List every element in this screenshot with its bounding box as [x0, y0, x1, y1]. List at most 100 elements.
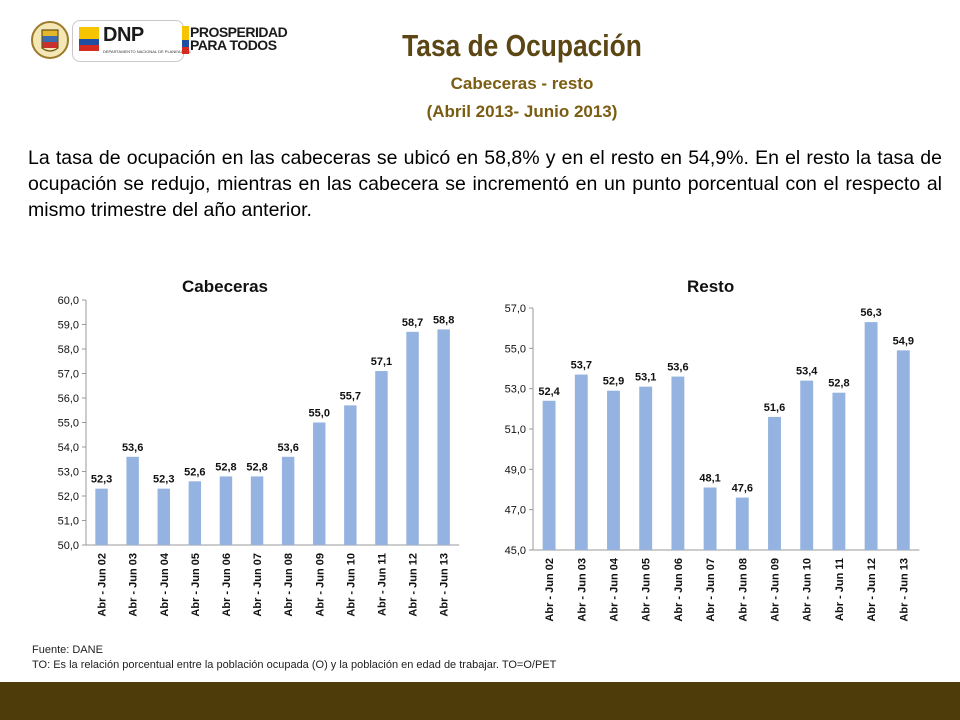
y-tick-label: 51,0 — [58, 516, 79, 528]
footer-notes: Fuente: DANE TO: Es la relación porcentu… — [32, 643, 556, 673]
chart-title-resto: Resto — [687, 277, 735, 296]
bar — [671, 376, 685, 550]
page-subtitle: Cabeceras - resto — [450, 74, 594, 93]
y-tick-label: 47,0 — [505, 505, 526, 517]
definition-note: TO: Es la relación porcentual entre la p… — [32, 659, 557, 671]
prosperidad-flag-icon — [182, 26, 189, 54]
y-tick-label: 50,0 — [58, 540, 79, 552]
x-tick-label: Abr - Jun 02 — [544, 558, 556, 622]
colombia-seal-icon — [31, 21, 69, 59]
chart-cabeceras: 50,0 51,0 52,0 53,0 54,0 55,0 56,0 57,0 58,0 59,0… — [58, 295, 460, 617]
bar — [574, 374, 588, 550]
bar — [406, 331, 419, 545]
dnp-logo-subtext: DEPARTAMENTO NACIONAL DE PLANEACIÓN — [103, 49, 191, 54]
data-label: 52,8 — [246, 461, 267, 473]
x-tick-label: Abr - Jun 07 — [252, 553, 264, 617]
x-tick-label: Abr - Jun 10 — [802, 558, 814, 622]
data-label: 53,1 — [635, 372, 656, 384]
bar — [437, 329, 450, 545]
y-tick-label: 57,0 — [505, 303, 526, 315]
data-label: 53,6 — [122, 442, 143, 454]
y-tick-label: 54,0 — [58, 442, 79, 454]
x-tick-label: Abr - Jun 13 — [439, 553, 451, 617]
data-label: 52,3 — [91, 474, 112, 486]
x-tick-label: Abr - Jun 03 — [128, 553, 140, 617]
x-tick-label: Abr - Jun 08 — [737, 558, 749, 622]
bar — [607, 390, 620, 550]
x-tick-label: Abr - Jun 12 — [408, 553, 420, 617]
bar — [281, 456, 295, 545]
data-label: 53,4 — [796, 366, 818, 378]
data-label: 54,9 — [893, 335, 914, 347]
page-title: Tasa de Ocupación — [402, 28, 642, 63]
x-tick-label: Abr - Jun 09 — [314, 553, 326, 617]
y-tick-label: 52,0 — [58, 491, 79, 503]
x-tick-label: Abr - Jun 02 — [97, 553, 109, 617]
prosperidad-line-1: PROSPERIDAD — [190, 24, 288, 40]
bar — [157, 488, 170, 545]
bar — [95, 488, 108, 545]
y-tick-label: 57,0 — [58, 369, 79, 381]
bar — [250, 476, 264, 545]
y-tick-label: 49,0 — [505, 464, 526, 476]
y-tick-label: 58,0 — [58, 344, 79, 356]
y-tick-label: 55,0 — [505, 343, 526, 355]
data-label: 52,8 — [215, 461, 236, 473]
bar — [344, 405, 357, 545]
page-period: (Abril 2013- Junio 2013) — [426, 102, 618, 121]
summary-paragraph: La tasa de ocupación en las cabeceras se… — [28, 147, 942, 221]
data-label: 53,6 — [277, 442, 298, 454]
data-label: 57,1 — [371, 356, 392, 368]
data-label: 52,8 — [828, 378, 849, 390]
x-tick-label: Abr - Jun 11 — [376, 553, 388, 616]
chart-title-cabeceras: Cabeceras — [182, 277, 269, 296]
source-note: Fuente: DANE — [32, 644, 103, 656]
bar — [313, 422, 326, 545]
x-tick-label: Abr - Jun 10 — [345, 553, 357, 617]
data-label: 47,6 — [732, 483, 753, 495]
x-tick-label: Abr - Jun 11 — [834, 558, 846, 621]
colombia-flag-icon — [79, 27, 99, 51]
prosperidad-line-2: PARA TODOS — [190, 37, 277, 53]
bar — [864, 322, 878, 550]
x-tick-label: Abr - Jun 05 — [190, 553, 202, 617]
data-label: 52,9 — [603, 376, 624, 388]
data-label: 48,1 — [699, 472, 720, 484]
x-tick-label: Abr - Jun 09 — [770, 558, 782, 622]
footer-bar — [0, 682, 960, 720]
data-label: 53,6 — [667, 362, 688, 374]
x-tick-label: Abr - Jun 03 — [576, 558, 588, 622]
x-tick-label: Abr - Jun 07 — [705, 558, 717, 622]
data-label: 53,7 — [571, 360, 592, 372]
data-label: 58,8 — [433, 314, 454, 326]
x-tick-label: Abr - Jun 06 — [673, 558, 685, 622]
bar — [219, 476, 233, 545]
y-tick-label: 60,0 — [58, 295, 79, 307]
bar — [832, 392, 846, 550]
x-tick-label: Abr - Jun 06 — [221, 553, 233, 617]
header-logos: DNP DEPARTAMENTO NACIONAL DE PLANEACIÓN … — [30, 18, 300, 64]
bar — [188, 481, 202, 545]
bar — [735, 497, 749, 550]
y-tick-label: 56,0 — [58, 393, 79, 405]
data-label: 51,6 — [764, 402, 785, 414]
y-tick-label: 55,0 — [58, 418, 79, 430]
x-tick-label: Abr - Jun 08 — [283, 553, 295, 617]
data-label: 52,3 — [153, 474, 174, 486]
bar — [768, 416, 781, 550]
x-tick-label: Abr - Jun 05 — [641, 558, 653, 622]
data-label: 52,4 — [538, 386, 560, 398]
data-label: 52,6 — [184, 466, 205, 478]
data-label: 56,3 — [860, 307, 881, 319]
chart-resto: 45,0 47,0 49,0 51,0 53,0 55,0 57,0 52,4 Abr - Ju… — [505, 303, 920, 622]
bar — [542, 400, 556, 550]
y-tick-label: 53,0 — [505, 384, 526, 396]
prosperidad-logo: PROSPERIDAD PARA TODOS — [190, 24, 288, 53]
dnp-logo-text: DNP — [103, 24, 144, 46]
y-tick-label: 45,0 — [505, 545, 526, 557]
dnp-logo: DNP DEPARTAMENTO NACIONAL DE PLANEACIÓN — [72, 20, 191, 62]
bar — [703, 487, 717, 550]
bar — [800, 380, 814, 550]
bar — [126, 456, 139, 545]
x-tick-label: Abr - Jun 12 — [866, 558, 878, 622]
